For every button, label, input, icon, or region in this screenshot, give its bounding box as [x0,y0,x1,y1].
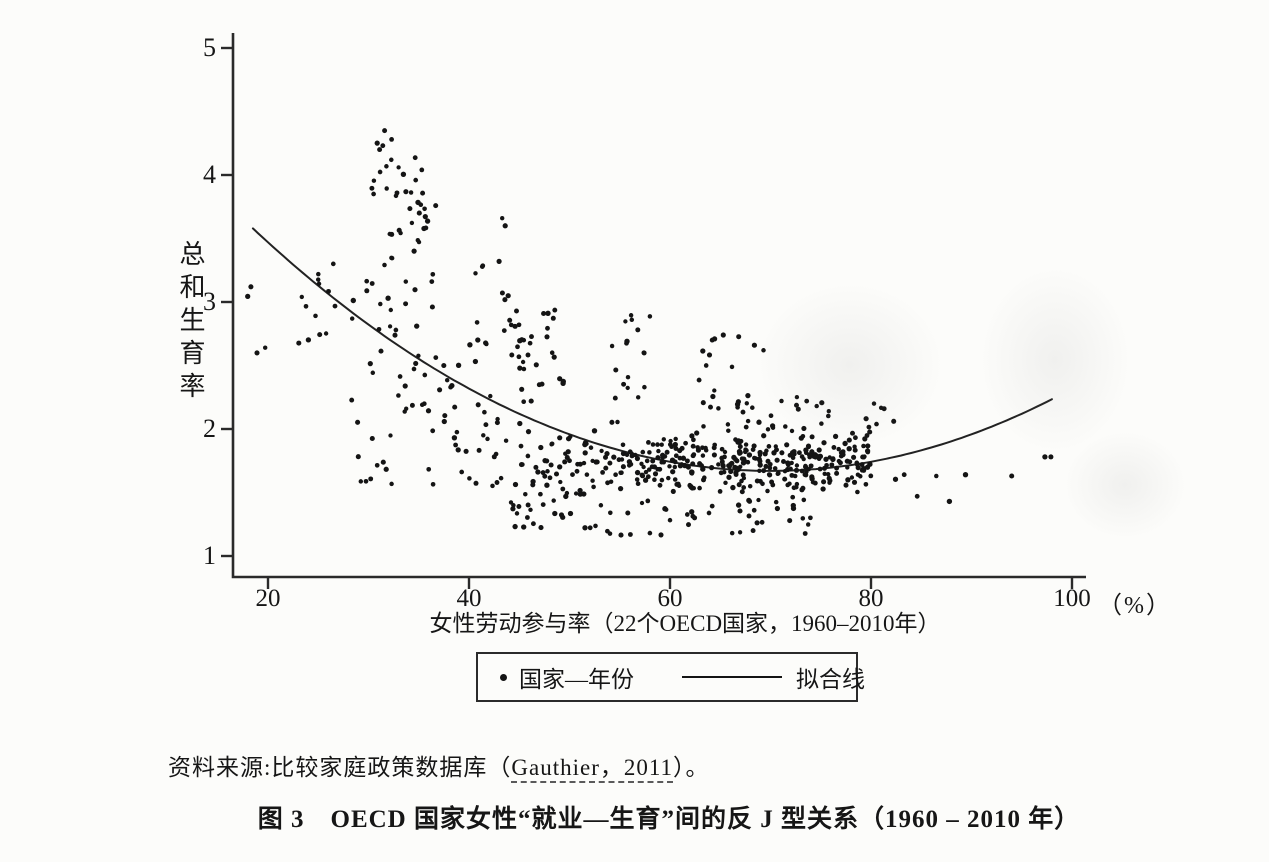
x-tick-label-60: 60 [657,585,683,612]
x-axis-unit-label: （%） [1098,593,1172,619]
figure-caption: 图 3 OECD 国家女性“就业—生育”间的反 J 型关系（1960 – 201… [257,806,1081,833]
source-note: 资料来源:比较家庭政策数据库（Gauthier，2011）。 [168,748,710,783]
source-note-suffix: ）。 [673,755,710,780]
x-tick-label-20: 20 [255,585,281,612]
scatter-marker-icon [500,673,507,681]
y-tick-label-3: 3 [203,287,216,316]
x-axis-title: 女性劳动参与率（22个OECD国家，1960–2010年） [429,611,941,636]
y-tick-label-2: 2 [203,414,216,443]
fit-line-marker-icon [682,676,782,678]
x-tick-label-100: 100 [1053,585,1091,612]
chart-legend: 国家—年份 拟合线 [476,652,865,702]
y-tick-label-1: 1 [203,541,216,570]
x-tick-label-40: 40 [456,585,482,612]
source-citation-link: Gauthier，2011 [511,755,674,783]
x-tick-label-80: 80 [858,585,884,612]
legend-label-fit-line: 拟合线 [796,667,865,692]
legend-label-country-year: 国家—年份 [519,667,634,692]
y-tick-label-5: 5 [203,33,216,62]
source-note-prefix: 资料来源:比较家庭政策数据库（ [168,755,512,780]
y-tick-label-4: 4 [203,160,216,189]
y-axis-title: 总和生育率 [176,240,205,405]
scatter-plot-canvas [221,33,1086,589]
